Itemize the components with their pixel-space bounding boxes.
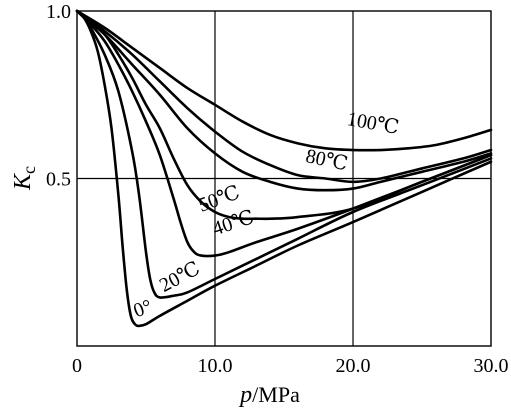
series-line-6 [75,9,493,152]
series-line-0 [75,9,493,328]
svg-text:Kc: Kc [10,166,39,191]
x-tick-label: 10.0 [198,355,233,377]
series-line-2 [75,9,493,258]
curve-labels: 100℃80℃50℃40℃20℃0° [131,108,401,322]
series-line-3 [75,9,493,221]
tick-labels: 0 10.0 20.0 30.0 0.5 1.0 [46,1,509,377]
y-tick-label: 0.5 [46,169,71,191]
series-line-4 [75,9,493,192]
y-axis-var: K [10,172,36,191]
y-tick-label: 1.0 [46,1,71,23]
series-line-5 [75,9,493,184]
series-line-1 [75,9,493,299]
x-axis-label: p/MPa [238,382,300,408]
curve-label-5: 0° [131,295,155,322]
x-axis-var: p [238,382,252,408]
y-axis-sub: c [19,166,39,174]
curves [75,9,493,328]
plot-frame [76,10,492,347]
x-axis-unit: /MPa [252,382,300,407]
x-tick-label: 20.0 [336,355,371,377]
x-tick-label: 0 [72,355,82,377]
grid [77,11,491,346]
x-tick-label: 30.0 [474,355,509,377]
curve-label-4: 20℃ [156,257,204,296]
y-axis-label: Kc [10,166,39,191]
